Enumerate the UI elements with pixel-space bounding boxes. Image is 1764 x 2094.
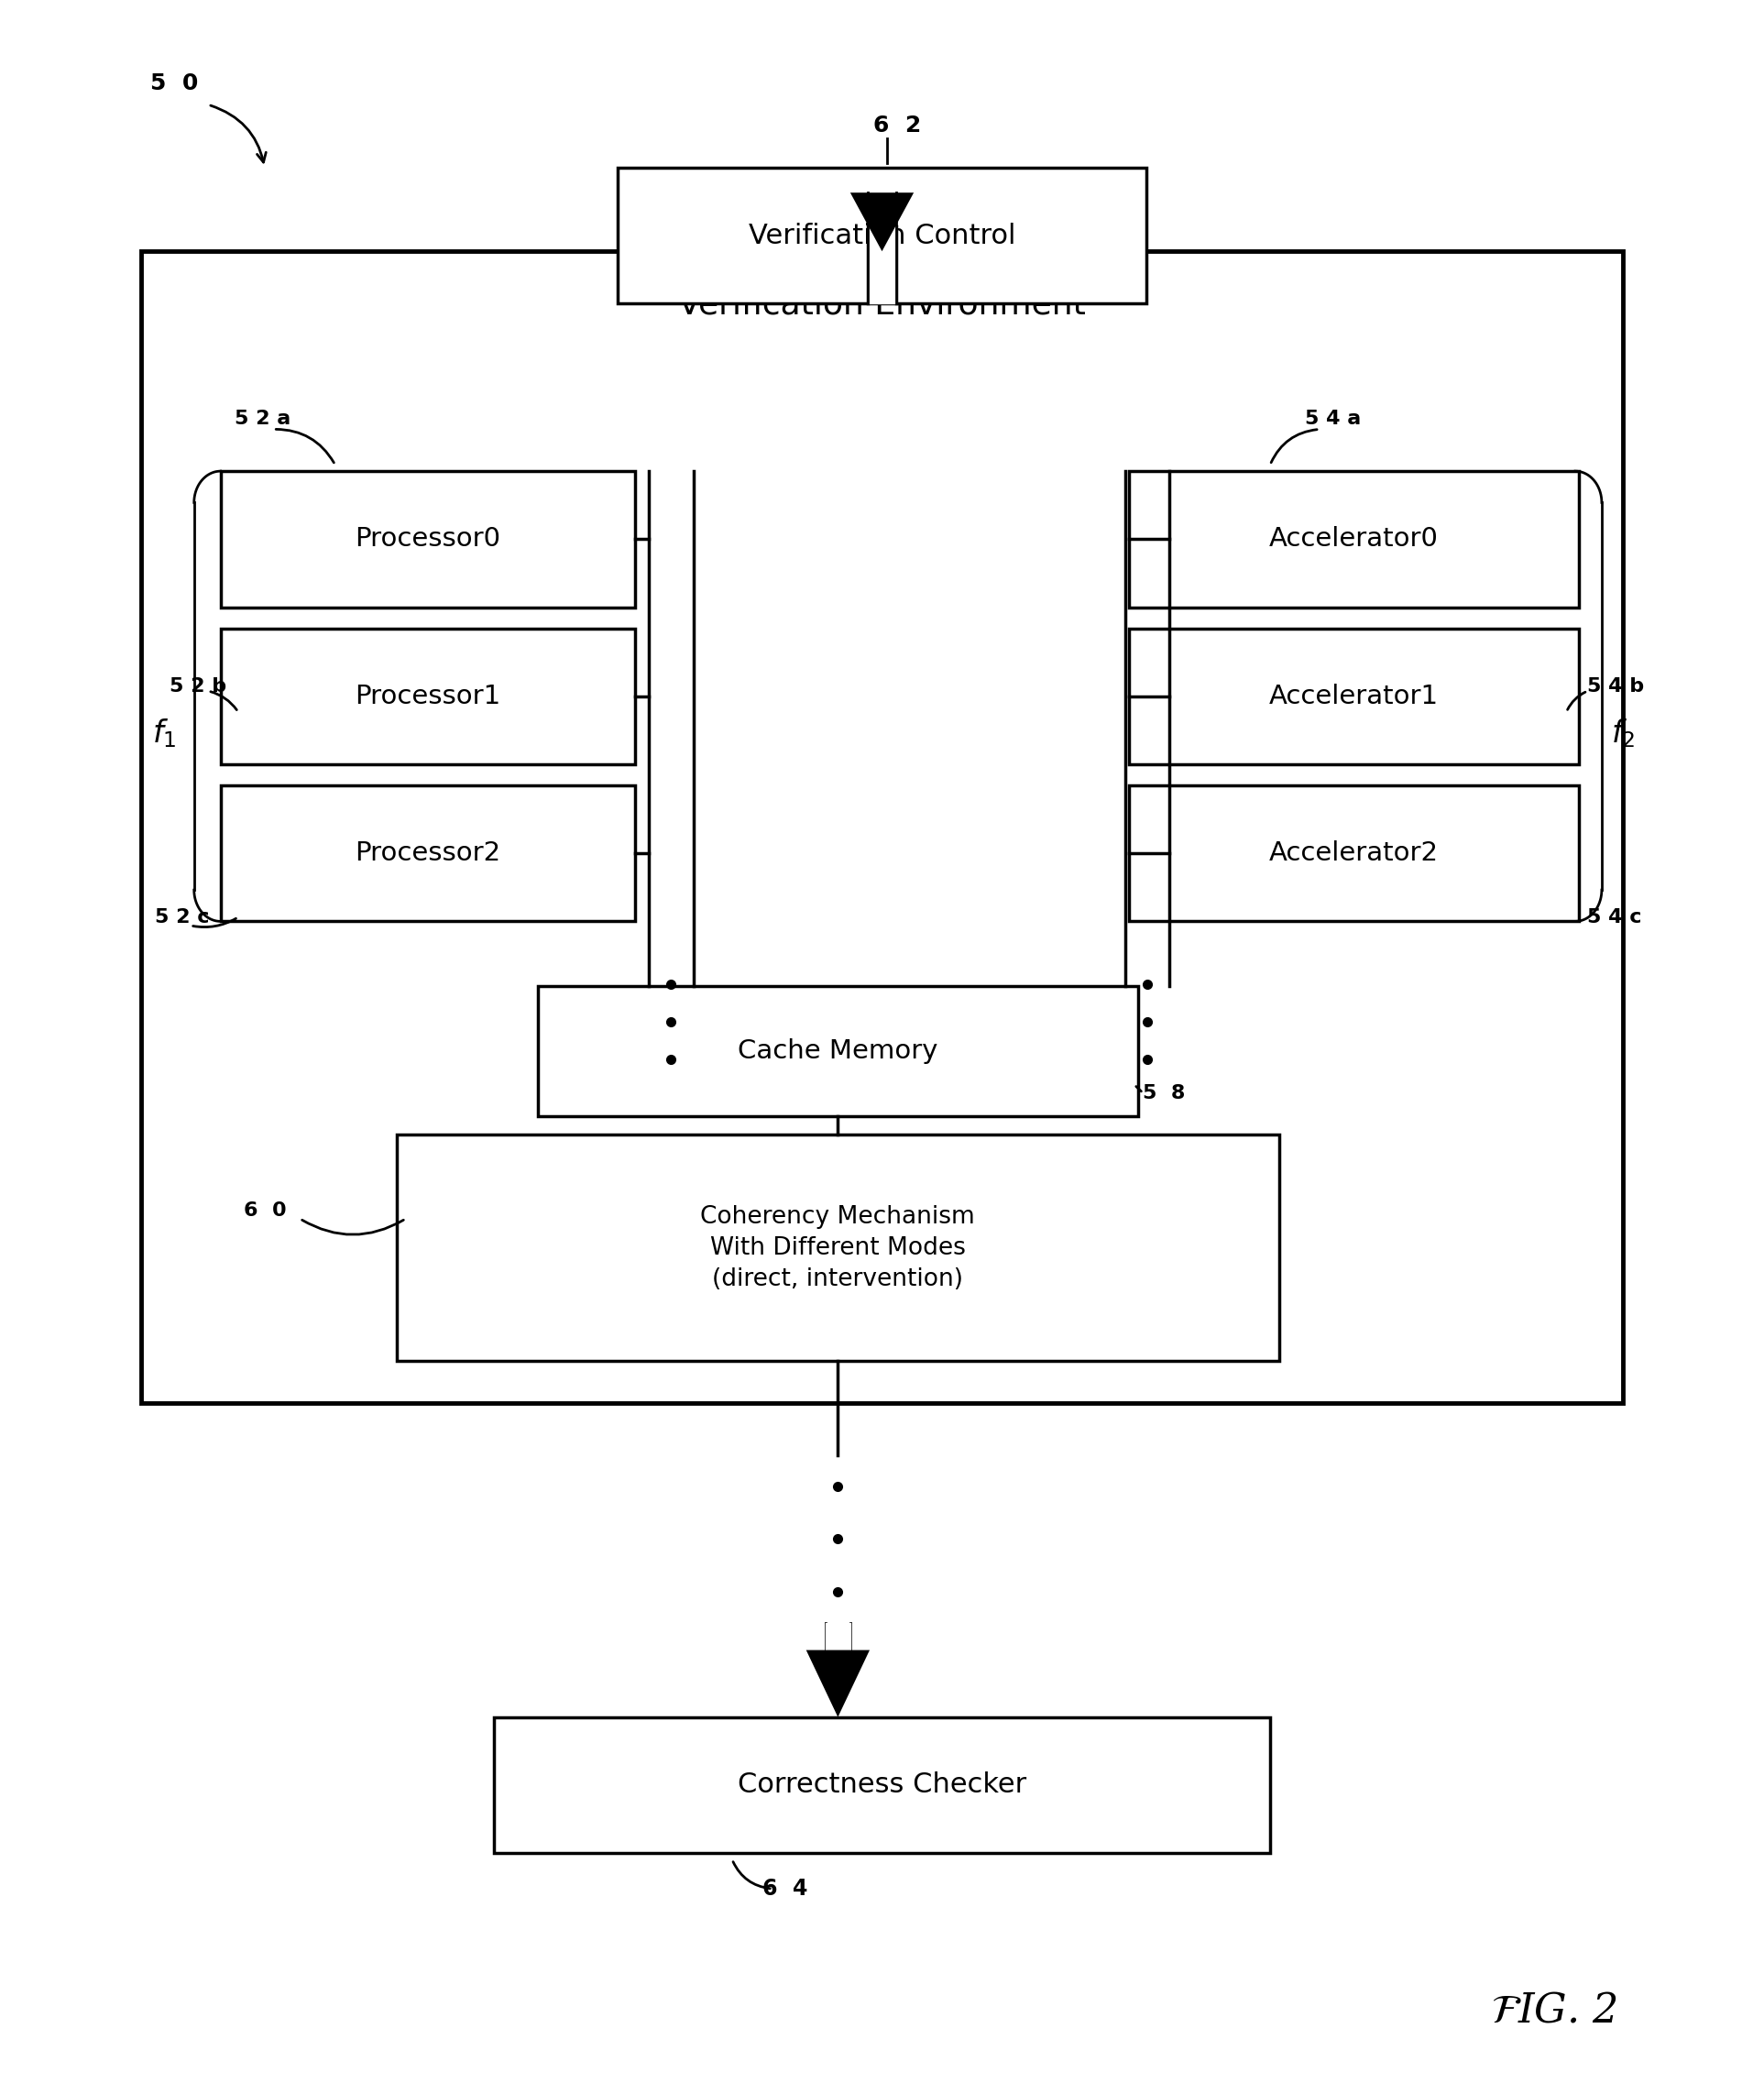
Text: Accelerator0: Accelerator0 <box>1268 526 1439 553</box>
Text: 5 4 c: 5 4 c <box>1588 909 1642 926</box>
Text: Processor1: Processor1 <box>355 683 501 710</box>
Text: 5 4 b: 5 4 b <box>1588 678 1644 695</box>
Text: Correctness Checker: Correctness Checker <box>737 1772 1027 1799</box>
FancyBboxPatch shape <box>141 251 1623 1403</box>
FancyBboxPatch shape <box>397 1135 1279 1361</box>
Text: Coherency Mechanism
With Different Modes
(direct, intervention): Coherency Mechanism With Different Modes… <box>700 1204 975 1292</box>
Text: 5 2 a: 5 2 a <box>235 410 291 427</box>
FancyBboxPatch shape <box>220 785 635 921</box>
Text: Processor0: Processor0 <box>355 526 501 553</box>
Text: Verification Environment: Verification Environment <box>677 289 1087 320</box>
Text: $\mathcal{F}$IG. 2: $\mathcal{F}$IG. 2 <box>1491 1991 1618 2029</box>
FancyBboxPatch shape <box>1129 471 1579 607</box>
FancyBboxPatch shape <box>220 628 635 764</box>
FancyArrowPatch shape <box>192 919 236 928</box>
FancyArrowPatch shape <box>734 1862 771 1889</box>
FancyArrowPatch shape <box>210 691 236 710</box>
Text: Cache Memory: Cache Memory <box>737 1039 938 1064</box>
FancyArrowPatch shape <box>210 105 266 161</box>
Text: $f_2$: $f_2$ <box>1611 716 1635 750</box>
Text: Verification Control: Verification Control <box>748 222 1016 249</box>
FancyArrowPatch shape <box>1272 429 1318 463</box>
FancyArrowPatch shape <box>302 1221 404 1235</box>
Polygon shape <box>806 1650 870 1717</box>
Text: 5 4 a: 5 4 a <box>1305 410 1362 427</box>
Text: 5  8: 5 8 <box>1143 1085 1185 1101</box>
Text: $f_1$: $f_1$ <box>152 716 176 750</box>
FancyBboxPatch shape <box>1129 785 1579 921</box>
FancyBboxPatch shape <box>494 1717 1270 1853</box>
Polygon shape <box>850 193 914 251</box>
FancyArrowPatch shape <box>275 429 333 463</box>
Text: Accelerator1: Accelerator1 <box>1268 683 1439 710</box>
Text: 5  0: 5 0 <box>150 73 198 94</box>
Text: Processor2: Processor2 <box>355 840 501 867</box>
Text: 5 2 c: 5 2 c <box>155 909 210 926</box>
FancyBboxPatch shape <box>220 471 635 607</box>
Text: 6  2: 6 2 <box>873 115 921 136</box>
Text: 6  0: 6 0 <box>243 1202 286 1219</box>
FancyArrowPatch shape <box>1568 693 1586 710</box>
FancyBboxPatch shape <box>1129 628 1579 764</box>
FancyBboxPatch shape <box>538 986 1138 1116</box>
Text: 5 2 b: 5 2 b <box>169 678 226 695</box>
Text: Accelerator2: Accelerator2 <box>1268 840 1439 867</box>
Text: 6  4: 6 4 <box>762 1878 808 1899</box>
FancyArrowPatch shape <box>1136 1087 1141 1091</box>
FancyBboxPatch shape <box>617 168 1147 304</box>
